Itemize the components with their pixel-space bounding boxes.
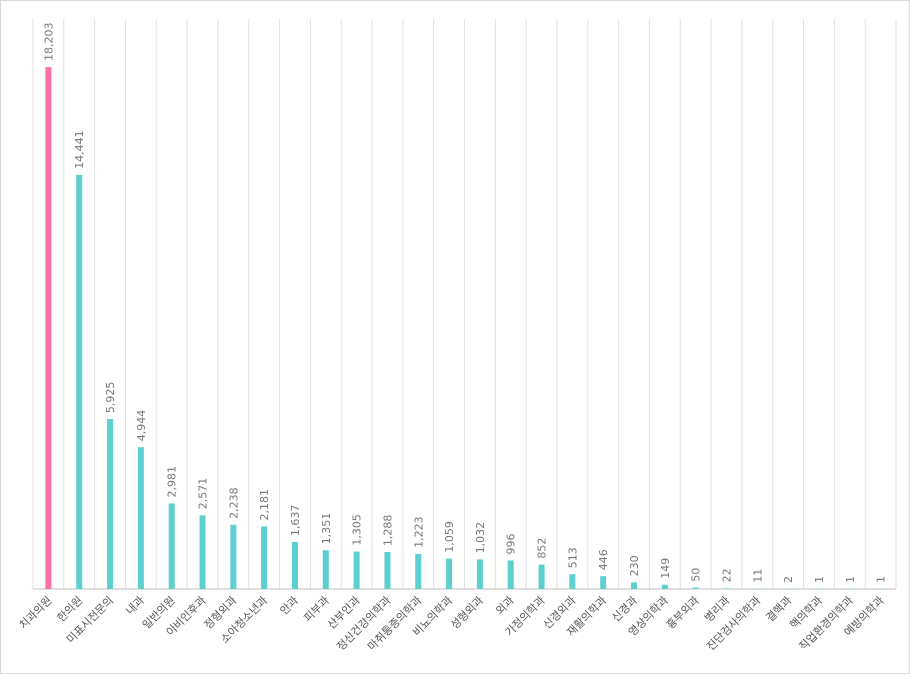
bar-22 [723, 588, 730, 589]
bar-2 [107, 419, 114, 589]
value-label-0: 18,203 [42, 23, 55, 62]
value-label-25: 1 [813, 576, 826, 583]
value-label-3: 4,944 [135, 410, 148, 442]
value-label-16: 852 [536, 538, 549, 559]
bar-20 [661, 584, 668, 589]
bar-4 [168, 503, 175, 589]
value-label-2: 5,925 [104, 382, 117, 414]
bar-27 [877, 588, 884, 590]
value-label-4: 2,981 [166, 466, 179, 498]
bar-8 [291, 542, 298, 589]
value-labels: 18,203 14,441 5,925 4,944 2,981 2,571 2,238 2,1… [42, 23, 887, 583]
bar-17 [569, 574, 576, 589]
value-label-15: 996 [505, 533, 518, 554]
value-label-24: 2 [782, 576, 795, 583]
value-label-21: 50 [690, 568, 703, 582]
bar-5 [199, 515, 206, 589]
bar-3 [137, 447, 144, 589]
bar-6 [230, 524, 237, 589]
category-label-14: 성형외과 [448, 594, 486, 632]
value-label-12: 1,223 [412, 516, 425, 548]
value-label-18: 446 [597, 549, 610, 570]
bar-9 [322, 550, 329, 589]
value-label-5: 2,571 [197, 478, 210, 510]
value-label-27: 1 [875, 576, 888, 583]
category-label-15: 외과 [493, 594, 517, 618]
value-label-19: 230 [628, 555, 641, 576]
value-label-11: 1,288 [381, 515, 394, 547]
value-label-23: 11 [751, 569, 764, 583]
bar-15 [507, 560, 514, 589]
gridlines [32, 19, 897, 590]
value-label-10: 1,305 [351, 514, 364, 546]
bars [45, 67, 884, 590]
bar-10 [353, 551, 360, 589]
value-label-9: 1,351 [320, 513, 333, 545]
bar-19 [631, 582, 638, 589]
value-label-22: 22 [720, 568, 733, 582]
value-label-14: 1,032 [474, 522, 487, 554]
value-label-8: 1,637 [289, 505, 302, 537]
category-label-8: 안과 [278, 594, 302, 618]
bar-0 [45, 67, 52, 589]
category-label-0: 치과의원 [17, 594, 55, 632]
bar-25 [815, 588, 822, 590]
category-label-21: 흉부외과 [663, 593, 702, 632]
bar-11 [384, 552, 391, 589]
value-label-1: 14,441 [73, 130, 86, 169]
bar-7 [261, 526, 268, 589]
value-label-26: 1 [844, 576, 857, 583]
bar-18 [600, 576, 607, 589]
bar-1 [76, 174, 83, 589]
bar-26 [846, 588, 853, 590]
value-label-7: 2,181 [258, 489, 271, 521]
category-label-23: 진단검사의학과 [704, 594, 763, 653]
bar-16 [538, 564, 545, 589]
value-label-20: 149 [659, 558, 672, 579]
bar-23 [754, 588, 761, 590]
value-label-6: 2,238 [227, 487, 240, 519]
value-label-13: 1,059 [443, 521, 456, 553]
bar-14 [476, 559, 483, 589]
category-label-3: 내과 [123, 594, 147, 618]
bar-21 [692, 587, 699, 589]
bar-24 [785, 588, 792, 590]
bar-12 [415, 553, 422, 589]
value-label-17: 513 [566, 547, 579, 568]
bar-13 [446, 558, 453, 589]
